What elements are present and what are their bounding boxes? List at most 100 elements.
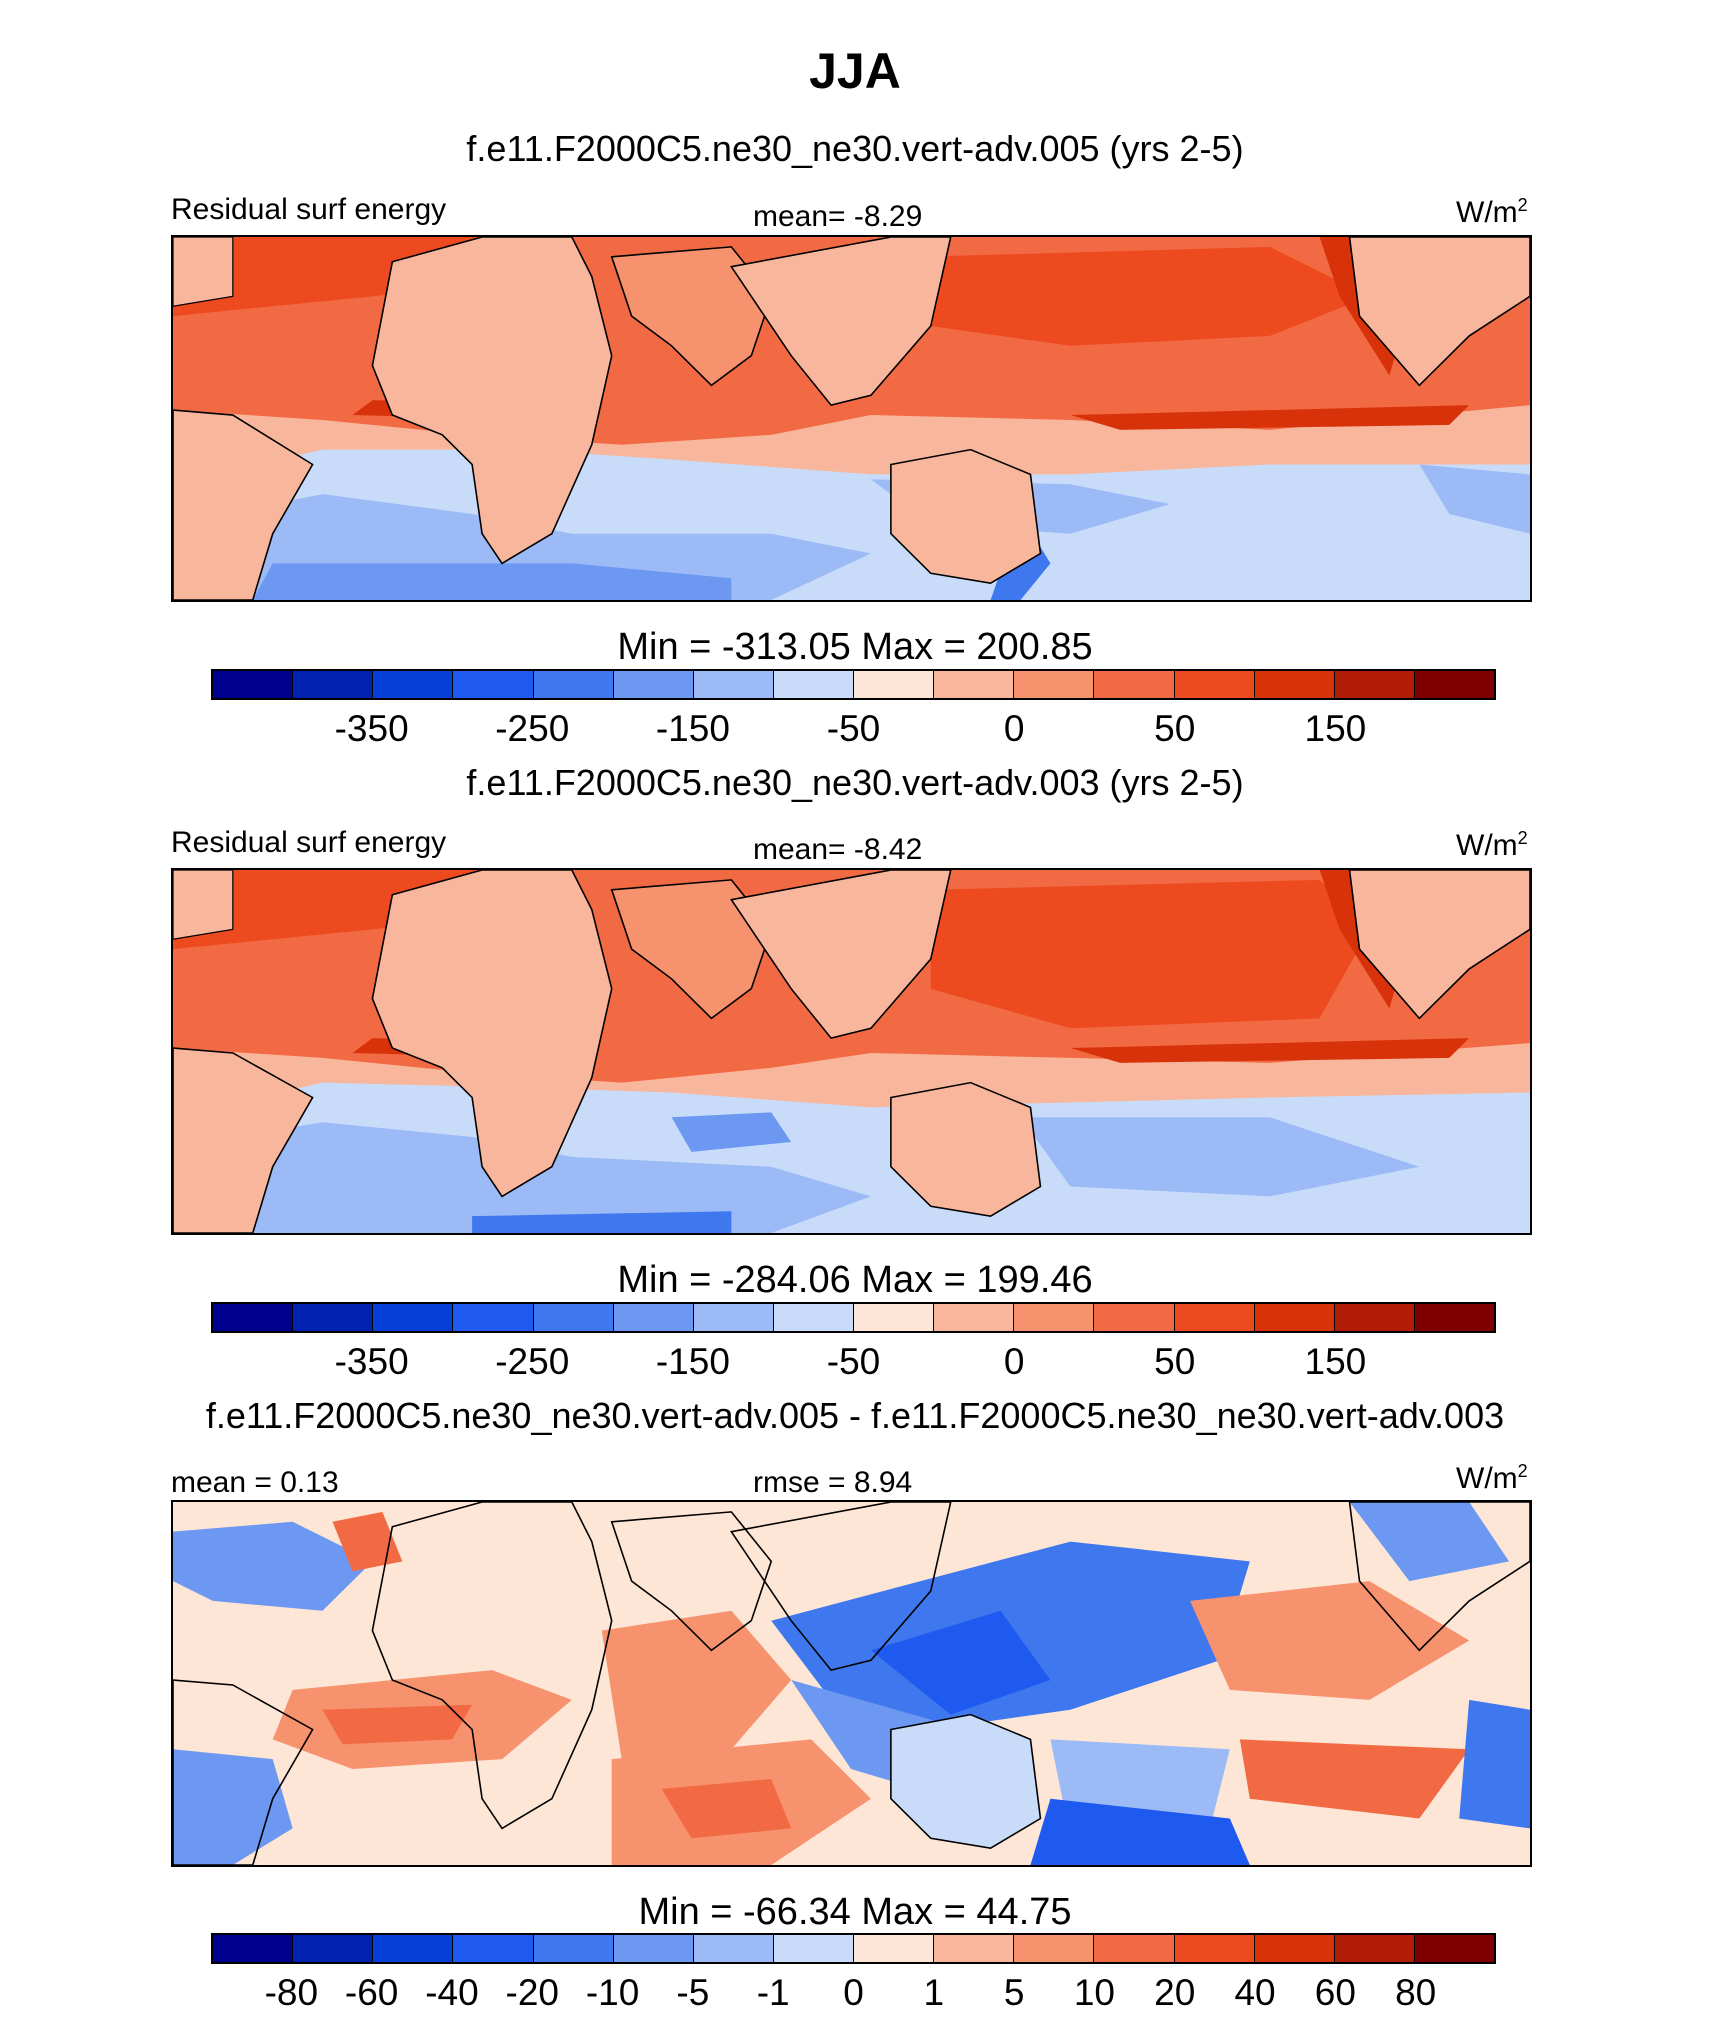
- colorbar-tick-label: 0: [1003, 1341, 1025, 1382]
- colorbar-box: [693, 1304, 774, 1331]
- colorbar-box: [934, 1304, 1015, 1331]
- colorbar-box: [1254, 1304, 1335, 1331]
- panel-1-colorbar: [211, 669, 1496, 700]
- colorbar-tick-label: -350: [334, 1341, 409, 1382]
- panel-2-case-title: f.e11.F2000C5.ne30_ne30.vert-adv.003 (yr…: [466, 762, 1244, 803]
- colorbar-box: [1414, 1935, 1494, 1962]
- colorbar-box: [693, 671, 774, 698]
- colorbar-box: [1334, 671, 1415, 698]
- colorbar-box: [293, 1935, 374, 1962]
- colorbar-box: [453, 1935, 534, 1962]
- colorbar-box: [373, 1935, 454, 1962]
- colorbar-box: [1094, 1304, 1175, 1331]
- colorbar-tick-label: 50: [1154, 1341, 1196, 1382]
- colorbar-box: [293, 671, 374, 698]
- colorbar-tick-label: 5: [1003, 1972, 1025, 2013]
- panel-3-mean-label: mean = 0.13: [171, 1466, 339, 1499]
- colorbar-box: [1094, 671, 1175, 698]
- colorbar-box: [1334, 1304, 1415, 1331]
- colorbar-box: [373, 1304, 454, 1331]
- colorbar-box: [533, 1935, 614, 1962]
- colorbar-tick-label: -250: [495, 1341, 570, 1382]
- colorbar-box: [1094, 1935, 1175, 1962]
- colorbar-box: [453, 671, 534, 698]
- colorbar-box: [1174, 1935, 1255, 1962]
- colorbar-box: [1414, 1304, 1494, 1331]
- colorbar-box: [1254, 671, 1335, 698]
- panel-3-units: W/m2: [1456, 1461, 1528, 1495]
- colorbar-tick-label: 150: [1304, 1341, 1367, 1382]
- colorbar-tick-label: -60: [344, 1972, 399, 2013]
- colorbar-tick-label: -50: [826, 708, 881, 749]
- colorbar-box: [533, 1304, 614, 1331]
- panel-1-minmax: Min = -313.05 Max = 200.85: [617, 626, 1093, 668]
- colorbar-box: [213, 1935, 294, 1962]
- panel-2-mean-label: mean= -8.42: [753, 833, 923, 866]
- colorbar-box: [613, 671, 694, 698]
- colorbar-box: [613, 1935, 694, 1962]
- figure-title: JJA: [809, 43, 901, 99]
- panel-2-colorbar: [211, 1302, 1496, 1333]
- panel-1-left-label: Residual surf energy: [171, 193, 447, 226]
- colorbar-tick-label: 60: [1314, 1972, 1356, 2013]
- colorbar-box: [773, 671, 854, 698]
- panel-1-mean-label: mean= -8.29: [753, 200, 923, 233]
- colorbar-tick-label: 0: [843, 1972, 864, 2013]
- colorbar-box: [213, 1304, 294, 1331]
- panel-1-colorbar-ticks: -350 -250 -150 -50 0 50 150: [0, 708, 1710, 753]
- colorbar-tick-label: 20: [1154, 1972, 1196, 2013]
- panel-2-map: [171, 868, 1532, 1235]
- colorbar-box: [293, 1304, 374, 1331]
- colorbar-box: [1174, 1304, 1255, 1331]
- colorbar-tick-label: -10: [585, 1972, 640, 2013]
- panel-2-minmax: Min = -284.06 Max = 199.46: [617, 1259, 1093, 1301]
- colorbar-tick-label: -20: [505, 1972, 559, 2013]
- colorbar-box: [1174, 671, 1255, 698]
- colorbar-box: [1014, 1935, 1095, 1962]
- colorbar-box: [1254, 1935, 1335, 1962]
- panel-3-contour-field: [173, 1502, 1530, 1865]
- colorbar-box: [373, 671, 454, 698]
- colorbar-tick-label: -150: [655, 708, 730, 749]
- colorbar-tick-label: -80: [264, 1972, 319, 2013]
- colorbar-box: [773, 1935, 854, 1962]
- colorbar-tick-label: 80: [1395, 1972, 1437, 2013]
- panel-2-left-label: Residual surf energy: [171, 826, 447, 859]
- panel-2-units: W/m2: [1456, 828, 1528, 862]
- panel-1-case-title: f.e11.F2000C5.ne30_ne30.vert-adv.005 (yr…: [466, 128, 1244, 169]
- panel-3-colorbar-ticks: -80 -60 -40 -20 -10 -5 -1 0 1 5 10 20 40 60 80: [0, 1972, 1710, 2017]
- panel-3-colorbar: [211, 1933, 1496, 1964]
- colorbar-box: [613, 1304, 694, 1331]
- colorbar-tick-label: -50: [826, 1341, 881, 1382]
- colorbar-tick-label: -150: [655, 1341, 730, 1382]
- colorbar-tick-label: 0: [1003, 708, 1025, 749]
- colorbar-box: [934, 671, 1015, 698]
- colorbar-box: [854, 1304, 935, 1331]
- colorbar-box: [453, 1304, 534, 1331]
- colorbar-box: [533, 671, 614, 698]
- colorbar-tick-label: -1: [756, 1972, 790, 2013]
- panel-1-units: W/m2: [1456, 195, 1528, 229]
- colorbar-box: [1014, 671, 1095, 698]
- colorbar-tick-label: -250: [495, 708, 570, 749]
- colorbar-box: [854, 1935, 935, 1962]
- colorbar-tick-label: 1: [923, 1972, 945, 2013]
- colorbar-box: [934, 1935, 1015, 1962]
- colorbar-box: [213, 671, 294, 698]
- panel-3-map: [171, 1500, 1532, 1867]
- panel-1-contour-field: [173, 237, 1530, 600]
- colorbar-box: [1414, 671, 1494, 698]
- panel-2-contour-field: [173, 870, 1530, 1233]
- colorbar-box: [854, 671, 935, 698]
- panel-2-colorbar-ticks: -350 -250 -150 -50 0 50 150: [0, 1341, 1710, 1386]
- colorbar-box: [1334, 1935, 1415, 1962]
- colorbar-tick-label: 10: [1073, 1972, 1116, 2013]
- panel-3-rmse-label: rmse = 8.94: [753, 1466, 913, 1499]
- colorbar-box: [693, 1935, 774, 1962]
- colorbar-box: [1014, 1304, 1095, 1331]
- colorbar-tick-label: -350: [334, 708, 409, 749]
- panel-1-map: [171, 235, 1532, 602]
- colorbar-tick-label: 150: [1304, 708, 1367, 749]
- colorbar-box: [773, 1304, 854, 1331]
- colorbar-tick-label: 50: [1154, 708, 1196, 749]
